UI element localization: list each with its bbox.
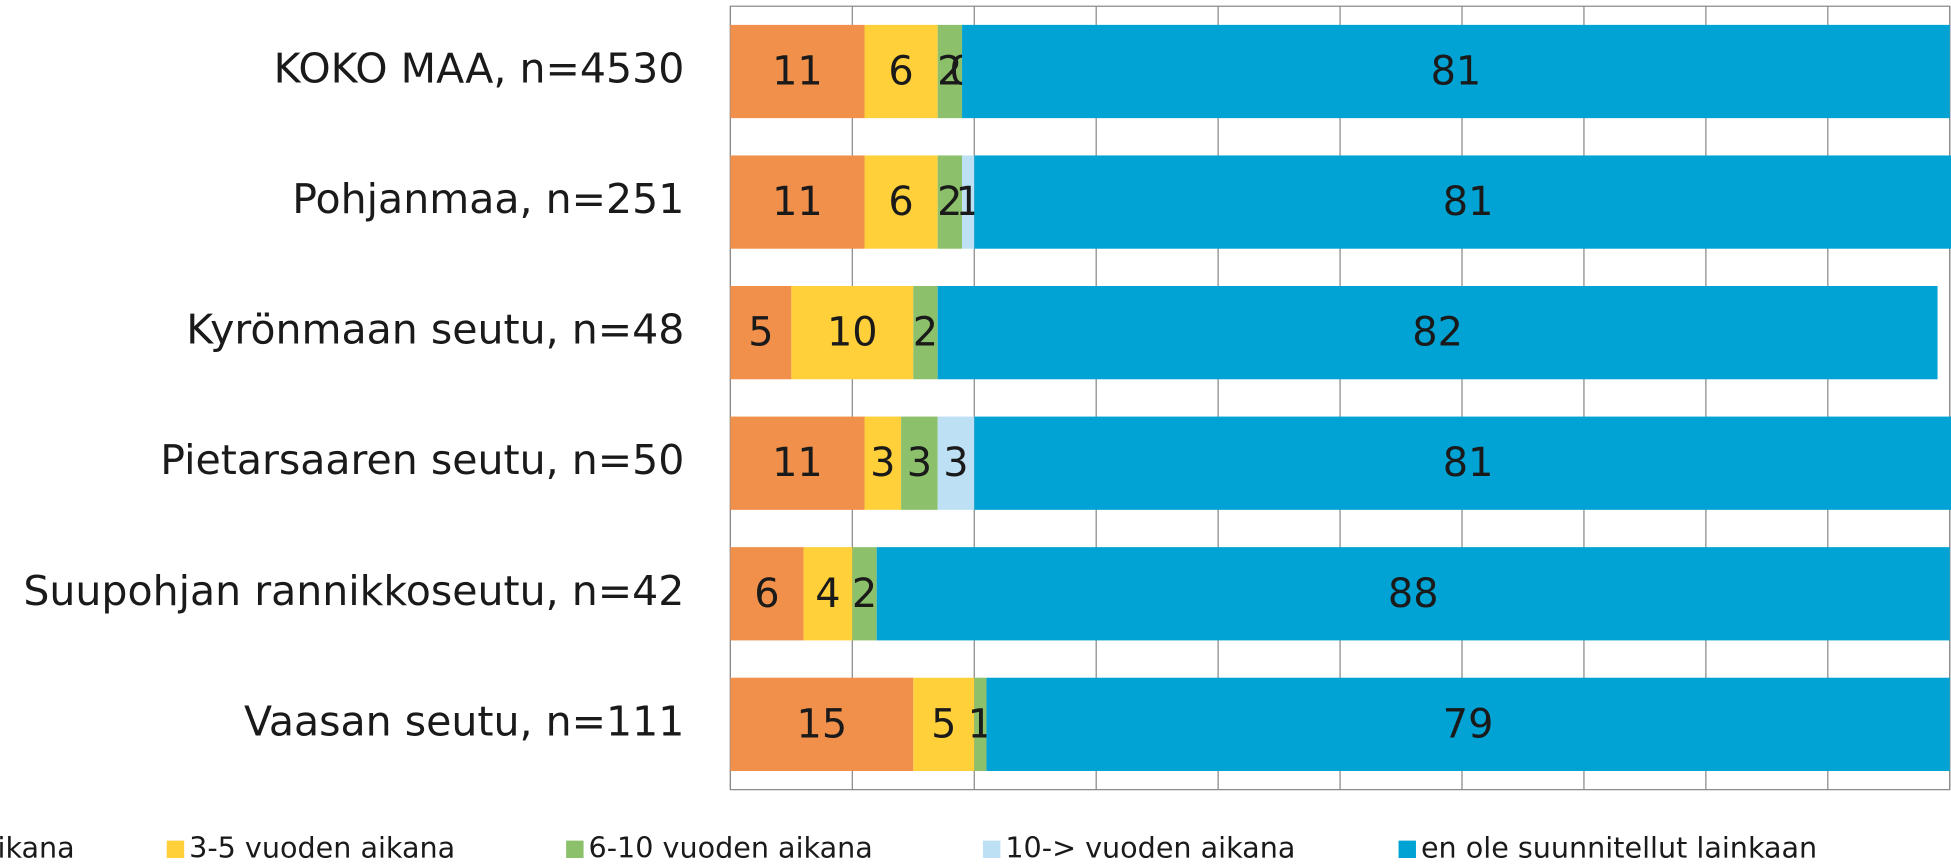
category-label: Kyrönmaan seutu, n=48 xyxy=(186,306,684,354)
data-label: 88 xyxy=(1388,571,1439,617)
legend-label: ikana xyxy=(0,830,75,863)
bar-segment xyxy=(791,286,914,380)
legend-label: 6-10 vuoden aikana xyxy=(589,830,873,863)
data-label: 4 xyxy=(815,571,840,617)
bar-segment xyxy=(730,286,792,380)
data-label: 6 xyxy=(888,48,913,94)
bar-segment xyxy=(901,416,938,510)
data-label: 11 xyxy=(772,48,823,94)
bar-segment xyxy=(974,155,1951,249)
category-label: Vaasan seutu, n=111 xyxy=(244,697,684,745)
data-label: 81 xyxy=(1443,440,1494,486)
bar-segment xyxy=(913,677,975,771)
category-label: Pietarsaaren seutu, n=50 xyxy=(160,436,684,484)
plot-border xyxy=(729,5,1951,791)
data-label: 11 xyxy=(772,440,823,486)
legend-label: 3-5 vuoden aikana xyxy=(189,830,455,863)
category-label: KOKO MAA, n=4530 xyxy=(274,45,685,93)
bar-segment xyxy=(730,547,804,641)
bar-segment xyxy=(730,155,865,249)
bar-segment xyxy=(803,547,853,641)
bar-segment xyxy=(937,155,963,249)
data-label: 79 xyxy=(1443,701,1494,747)
legend-swatch xyxy=(1398,840,1416,859)
data-label: 10 xyxy=(827,310,878,356)
data-label: 5 xyxy=(748,310,773,356)
data-label: 81 xyxy=(1443,179,1494,225)
bar-segment xyxy=(937,416,975,510)
data-label: 2 xyxy=(913,310,938,356)
legend-swatch xyxy=(166,840,185,859)
bar-segment xyxy=(974,677,987,771)
legend-label: en ole suunnitellut lainkaan xyxy=(1421,830,1817,863)
category-label: Suupohjan rannikkoseutu, n=42 xyxy=(23,567,684,615)
bar-segment xyxy=(962,24,1950,119)
data-label: 3 xyxy=(870,440,895,486)
data-label: 81 xyxy=(1431,48,1482,94)
bar-segment xyxy=(937,286,1938,380)
data-label: 82 xyxy=(1412,310,1463,356)
data-label: 11 xyxy=(772,179,823,225)
bar-segment xyxy=(962,155,975,249)
data-label: 2 xyxy=(937,48,962,94)
bar-segment xyxy=(986,677,1950,771)
category-label: Pohjanmaa, n=251 xyxy=(292,175,684,223)
legend-swatch xyxy=(982,840,1001,859)
bar-segment xyxy=(864,24,938,119)
data-label: 6 xyxy=(754,571,779,617)
bar-segment xyxy=(913,286,938,380)
bar-segment xyxy=(937,24,963,119)
data-label: 5 xyxy=(931,701,956,747)
data-label: 6 xyxy=(888,179,913,225)
bar-segment xyxy=(876,547,1950,641)
data-label: 2 xyxy=(852,571,877,617)
bar-segment xyxy=(852,547,877,641)
data-label: 15 xyxy=(797,701,848,747)
data-label: 3 xyxy=(907,440,932,486)
legend-swatch xyxy=(566,840,584,859)
data-label: 3 xyxy=(943,440,968,486)
data-label: 2 xyxy=(937,179,962,225)
bar-segment xyxy=(974,416,1951,510)
bar-segment xyxy=(730,677,914,771)
bar-segment xyxy=(730,416,865,510)
bar-segment xyxy=(864,155,938,249)
legend-label: 10-> vuoden aikana xyxy=(1005,830,1295,863)
bar-segment xyxy=(864,416,902,510)
bar-segment xyxy=(730,24,865,119)
